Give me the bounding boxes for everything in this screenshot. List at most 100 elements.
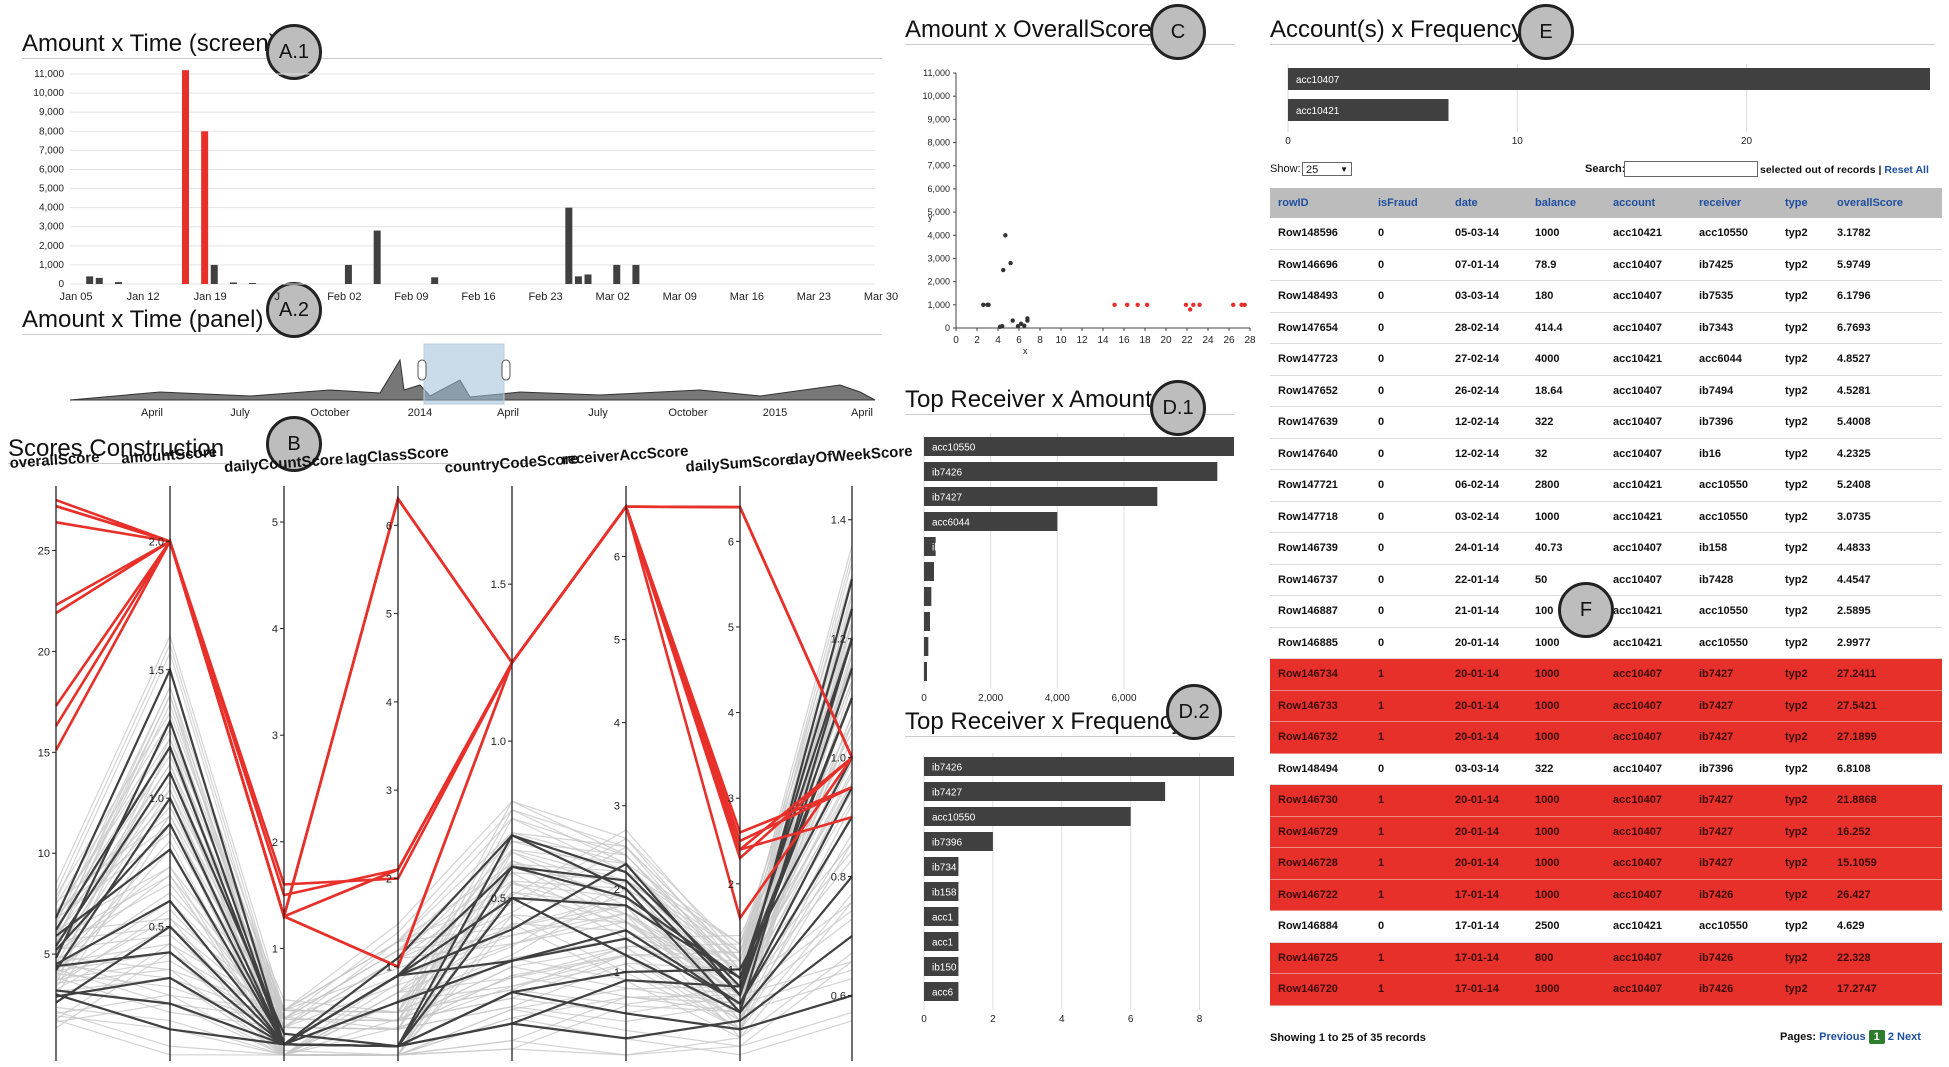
table-row[interactable]: Row146887 0 21-01-14 100 acc10421 acc10550 typ… [1270,595,1942,628]
table-cell: 27.1899 [1829,721,1942,754]
table-row[interactable]: Row146696 0 07-01-14 78.9 acc10407 ib7425 typ2… [1270,249,1942,281]
x-tick-label: 28 [1244,335,1256,346]
column-header-balance[interactable]: balance [1527,188,1605,218]
next-page-link[interactable]: Next [1897,1031,1921,1043]
axis-tick-label: 1 [614,967,620,979]
previous-page-link[interactable]: Previous [1819,1031,1866,1043]
table-cell: 5.4008 [1829,406,1942,439]
table-row[interactable]: Row146734 1 20-01-14 1000 acc10407 ib7427 typ2… [1270,658,1942,691]
page-2-link[interactable]: 2 [1887,1031,1894,1043]
axis-tick-label: 0.5 [149,922,164,934]
axis-label: lagClassScore [345,443,449,467]
table-row[interactable]: Row146720 1 17-01-14 1000 acc10407 ib7426 typ2… [1270,973,1942,1006]
table-cell: 20-01-14 [1447,784,1527,817]
column-header-rowid[interactable]: rowID [1270,188,1370,218]
series-line-context [55,604,853,1012]
table-row[interactable]: Row147721 0 06-02-14 2800 acc10421 acc10550 ty… [1270,469,1942,502]
badge-a1: A.1 [266,24,322,80]
table-row[interactable]: Row146725 1 17-01-14 800 acc10407 ib7426 typ2 2… [1270,942,1942,974]
chart-accounts-frequency[interactable]: 0 10 20 acc10407 acc10421 [1270,60,1949,150]
y-tick-label: 9,000 [39,107,64,118]
x-tick-label: 2014 [408,407,432,419]
data-point-fraud [1191,302,1196,308]
table-row[interactable]: Row148596 0 05-03-14 1000 acc10421 acc10550 ty… [1270,218,1942,250]
table-cell: Row148494 [1270,753,1370,785]
x-tick-label: Mar 16 [730,291,764,303]
table-row[interactable]: Row146730 1 20-01-14 1000 acc10407 ib7427 typ2… [1270,784,1942,817]
bar [86,276,94,284]
table-row[interactable]: Row146739 0 24-01-14 40.73 acc10407 ib158 typ2… [1270,532,1942,565]
table-row[interactable]: Row148494 0 03-03-14 322 acc10407 ib7396 typ2 6… [1270,753,1942,785]
y-tick-label: 1,000 [927,300,950,310]
table-cell: 20-01-14 [1447,816,1527,848]
bar-label: ib7426 [932,468,962,479]
table-cell: typ2 [1777,501,1829,533]
table-row[interactable]: Row146885 0 20-01-14 1000 acc10421 acc10550 ty… [1270,627,1942,659]
page-1-button[interactable]: 1 [1868,1030,1885,1044]
table-row[interactable]: Row147639 0 12-02-14 322 acc10407 ib7396 typ2 5… [1270,406,1942,439]
chart-amount-time-screen[interactable]: 0 1,000 2,000 3,000 4,000 5,000 6,000 7,000 8,00… [0,0,898,310]
table-cell: typ2 [1777,438,1829,470]
search-input[interactable] [1624,161,1758,177]
selected-text: selected out of records [1760,164,1876,176]
x-tick-label: 16 [1118,335,1130,346]
y-tick-label: 10,000 [33,88,64,99]
x-tick-label: 24 [1202,335,1214,346]
table-row[interactable]: Row147718 0 03-02-14 1000 acc10421 acc10550 ty… [1270,501,1942,533]
bar [229,282,237,284]
table-row[interactable]: Row146722 1 17-01-14 1000 acc10407 ib7426 typ2… [1270,879,1942,911]
table-row[interactable]: Row146729 1 20-01-14 1000 acc10407 ib7427 typ2… [1270,816,1942,848]
table-row[interactable]: Row146733 1 20-01-14 1000 acc10407 ib7427 typ2… [1270,690,1942,722]
table-row[interactable]: Row147654 0 28-02-14 414.4 acc10407 ib7343 typ… [1270,312,1942,344]
x-axis-label: x [1023,346,1028,356]
series-line-fraud [54,503,854,922]
table-cell: typ2 [1777,218,1829,250]
table-row[interactable]: Row147723 0 27-02-14 4000 acc10421 acc6044 typ… [1270,343,1942,376]
reset-all-link[interactable]: Reset All [1884,164,1929,176]
table-cell: Row147654 [1270,312,1370,344]
table-cell: 1 [1370,942,1447,974]
table-cell: 1 [1370,690,1447,722]
page-size-select[interactable]: 25 ▼ [1302,162,1352,176]
chart-top-receiver-frequency[interactable]: 0 2 4 6 8 ib7426 ib7427 acc10550 ib7396 ib734 ib15… [900,750,1250,1040]
table-cell: typ2 [1777,753,1829,785]
chart-top-receiver-amount[interactable]: 0 2,000 4,000 6,000 acc10550 ib7426 ib7427 acc6… [900,430,1250,710]
table-cell: acc10407 [1605,280,1691,313]
table-row[interactable]: Row146728 1 20-01-14 1000 acc10407 ib7427 typ2… [1270,847,1942,880]
x-tick-label: 10 [1055,335,1067,346]
chart-amount-time-panel[interactable]: April July October 2014 April July October 2015… [0,330,890,430]
table-cell: Row146730 [1270,784,1370,817]
series-line-context [55,574,853,1013]
brush-handle-left [417,359,427,381]
column-header-date[interactable]: date [1447,188,1527,218]
table-cell: 17-01-14 [1447,879,1527,911]
table-cell: 20-01-14 [1447,658,1527,691]
table-cell: acc10421 [1605,218,1691,250]
table-row[interactable]: Row146884 0 17-01-14 2500 acc10421 acc10550 ty… [1270,910,1942,943]
x-tick-label: July [230,407,250,419]
table-cell: 0 [1370,249,1447,281]
table-row[interactable]: Row146732 1 20-01-14 1000 acc10407 ib7427 typ2… [1270,721,1942,754]
bar [1288,99,1449,121]
column-header-account[interactable]: account [1605,188,1691,218]
column-header-receiver[interactable]: receiver [1691,188,1777,218]
table-cell: 1000 [1527,218,1605,250]
table-cell: 20-01-14 [1447,721,1527,754]
axis-tick-label: 2 [272,837,278,849]
table-row[interactable]: Row147652 0 26-02-14 18.64 acc10407 ib7494 typ… [1270,375,1942,407]
column-header-type[interactable]: type [1777,188,1829,218]
table-row[interactable]: Row148493 0 03-03-14 180 acc10407 ib7535 typ2 6… [1270,280,1942,313]
x-tick-label: Feb 09 [394,291,428,303]
table-cell: typ2 [1777,280,1829,313]
chart-amount-overallscore[interactable]: 0 1,000 2,000 3,000 4,000 5,000 6,000 7,000 8,00… [900,60,1260,380]
series-line-context [55,753,853,1012]
table-row[interactable]: Row147640 0 12-02-14 32 acc10407 ib16 typ2 4.23… [1270,438,1942,470]
table-cell: 22-01-14 [1447,564,1527,596]
x-tick-label: 8 [1037,335,1043,346]
page-size-value: 25 [1306,164,1319,176]
chart-scores-construction[interactable]: 510152025overallScore0.51.01.52.0amountS… [0,443,913,1061]
column-header-isfraud[interactable]: isFraud [1370,188,1447,218]
table-cell: 27-02-14 [1447,343,1527,376]
table-cell: ib7396 [1691,406,1777,439]
column-header-overallscore[interactable]: overallScore [1829,188,1942,218]
